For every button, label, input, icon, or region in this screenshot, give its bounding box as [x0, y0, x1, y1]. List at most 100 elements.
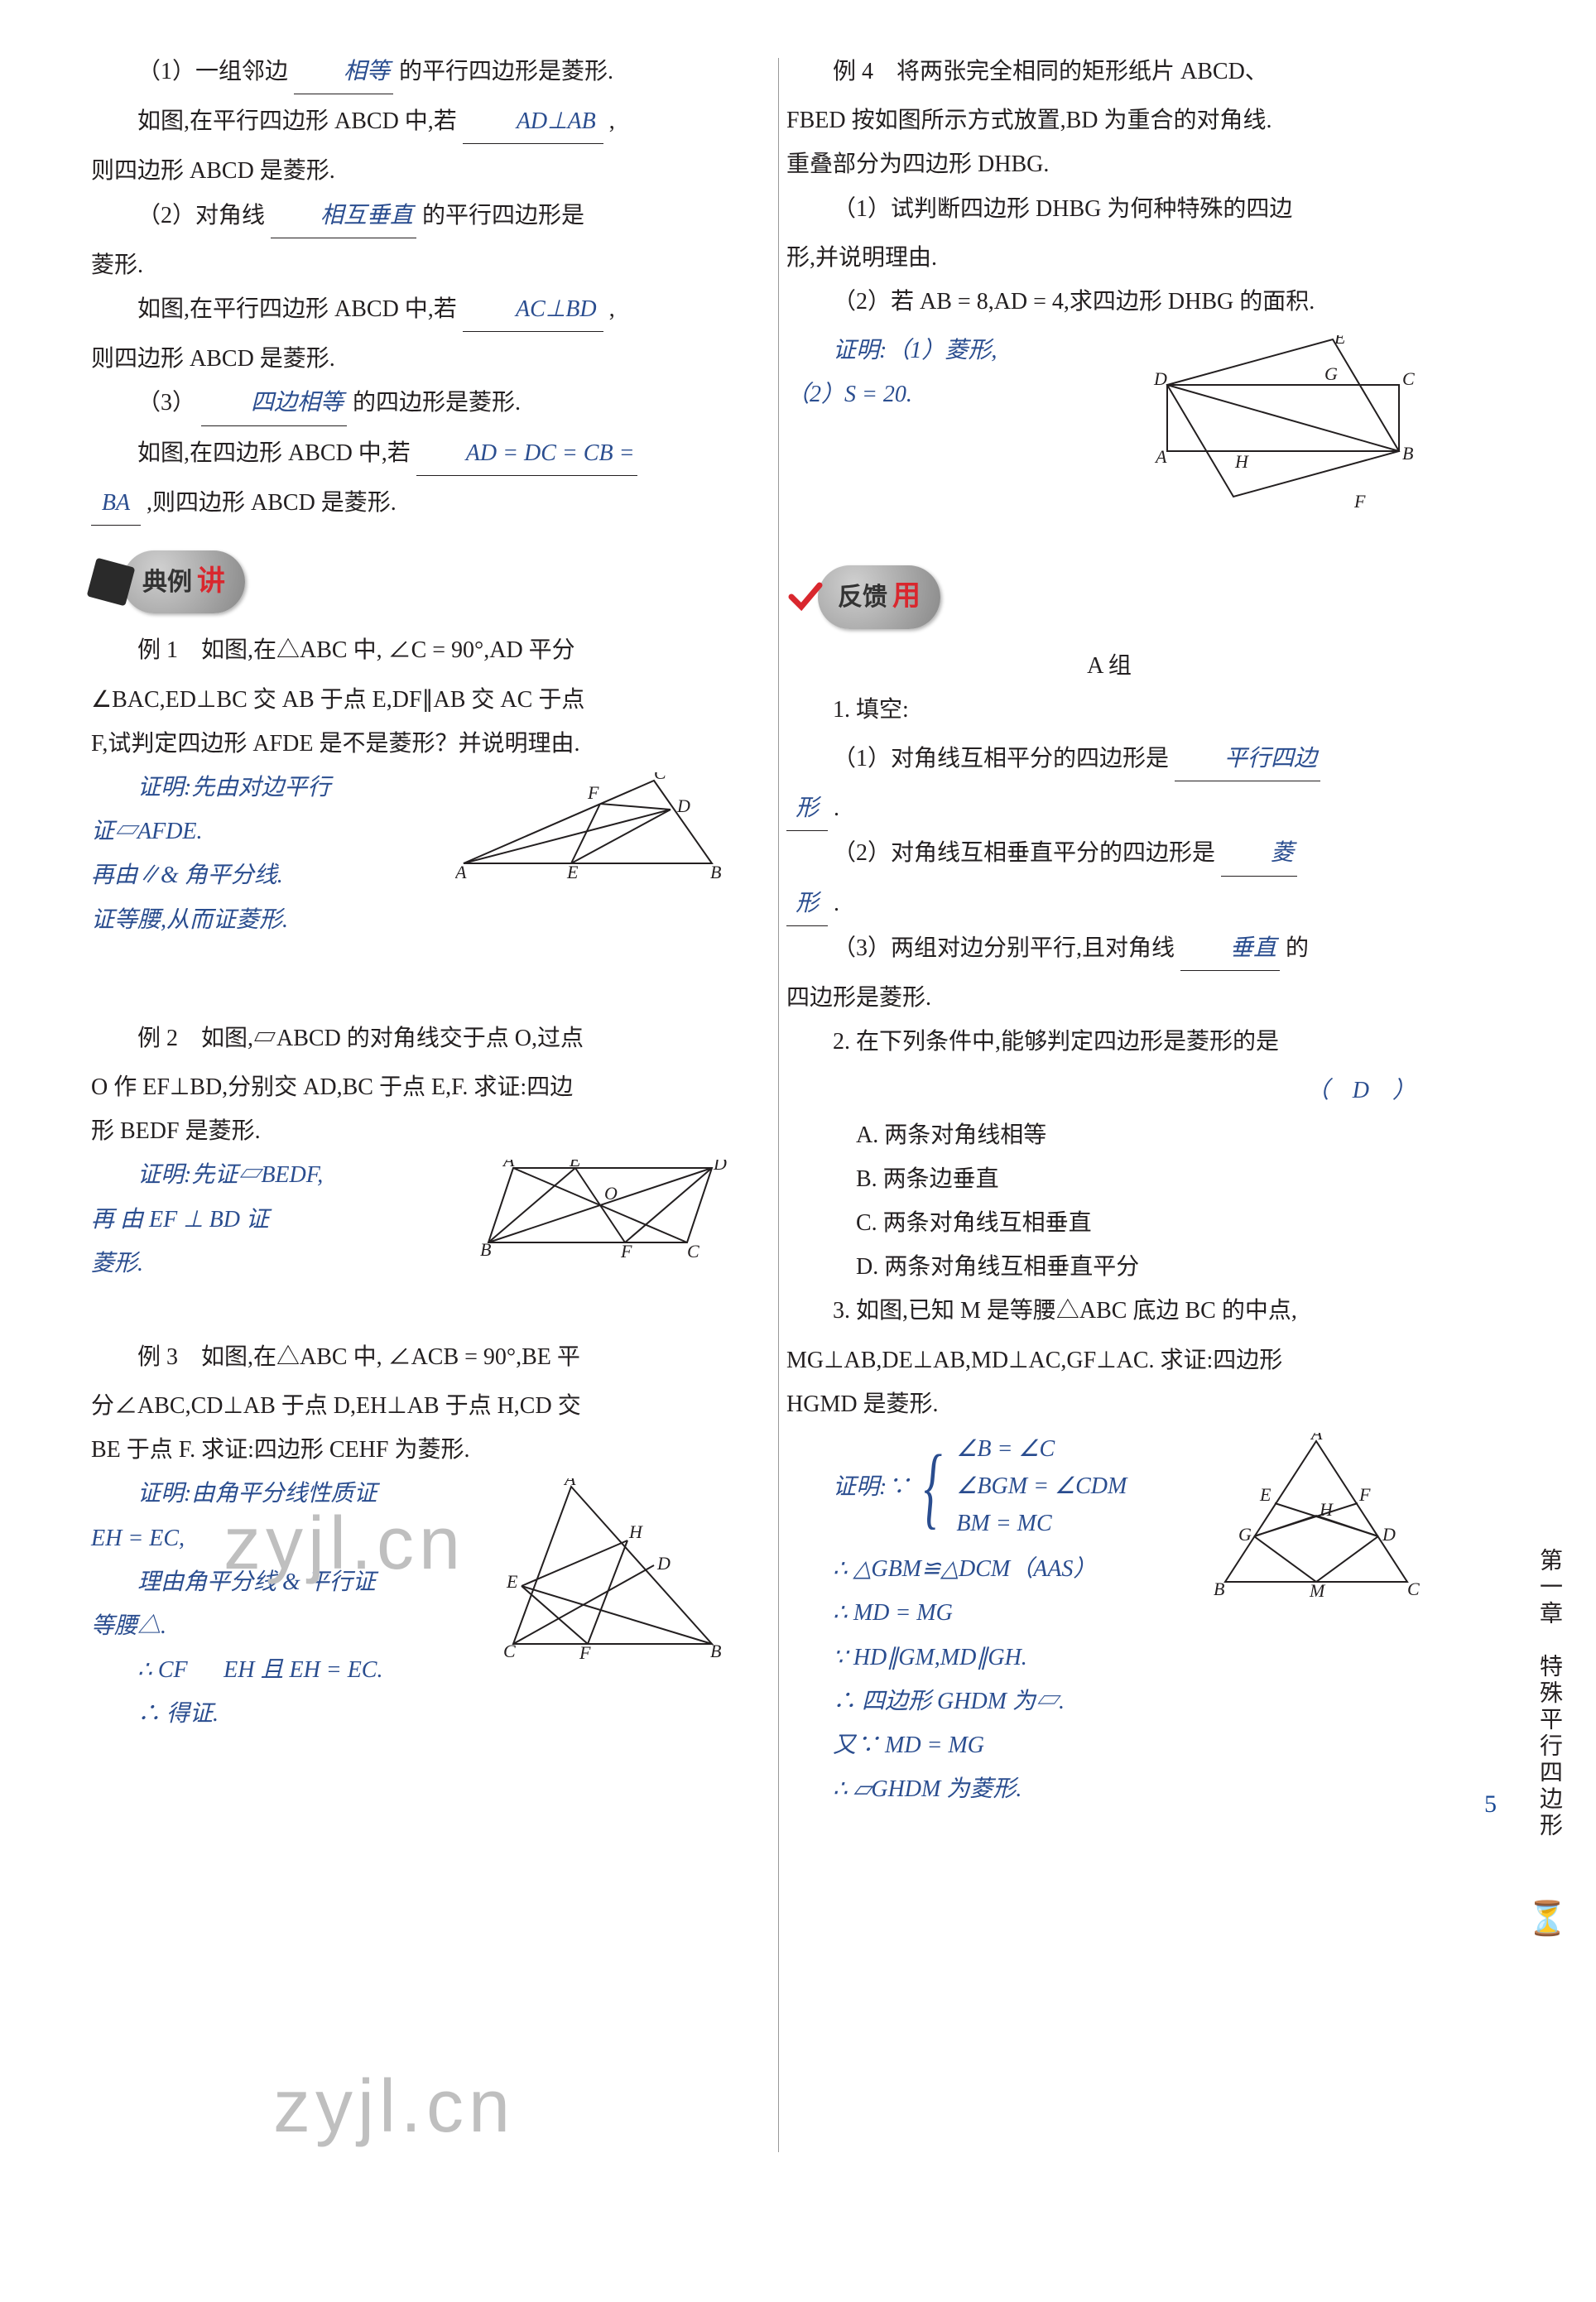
pf: 证明:（1）菱形,	[786, 329, 1142, 372]
ex2-line3: 形 BEDF 是菱形.	[91, 1109, 737, 1153]
svg-text:A: A	[502, 1160, 515, 1170]
svg-text:D: D	[676, 795, 690, 816]
text: .	[834, 891, 839, 916]
pf: 再由∥& 角平分线.	[91, 853, 447, 897]
l-p1: （1）一组邻边 相等 的平行四边形是菱形.	[91, 50, 737, 94]
page-number: 5	[1484, 1781, 1497, 1828]
ex1-figure: AEB CDF	[455, 772, 737, 880]
ex1-proof-row: 证明:先由对边平行 证▱AFDE. 再由∥& 角平分线. 证等腰,从而证菱形. …	[91, 766, 737, 942]
q3-line2: MG⊥AB,DE⊥AB,MD⊥AC,GF⊥AC. 求证:四边形	[786, 1338, 1432, 1382]
left-column: （1）一组邻边 相等 的平行四边形是菱形. 如图,在平行四边形 ABCD 中,若…	[91, 50, 762, 1811]
pf: ∴ MD = MG	[833, 1591, 1200, 1635]
svg-text:C: C	[503, 1641, 516, 1660]
section-label: 典例	[142, 559, 192, 606]
svg-text:E: E	[506, 1571, 518, 1592]
q2-ans-text: （ D ）	[1306, 1078, 1416, 1103]
ex4-q1b: 形,并说明理由.	[786, 236, 1432, 280]
ex3-line2: 分∠ABC,CD⊥AB 于点 D,EH⊥AB 于点 H,CD 交	[91, 1384, 737, 1428]
pf: ∴ ▱GHDM 为菱形.	[833, 1767, 1200, 1811]
l-p4: （2）对角线 相互垂直 的平行四边形是	[91, 194, 737, 238]
text: 如图,在四边形 ABCD 中,若	[137, 440, 411, 466]
svg-text:H: H	[1319, 1499, 1334, 1520]
pf: 证明:先由对边平行	[91, 766, 447, 810]
svg-text:A: A	[1310, 1433, 1323, 1444]
ex4-proof-row: 证明:（1）菱形, （2）S = 20. ABCD EF GH	[786, 329, 1432, 516]
q2-opt-c: C. 两条对角线互相垂直	[786, 1201, 1432, 1245]
svg-text:E: E	[1259, 1484, 1272, 1505]
pf: 证▱AFDE.	[91, 810, 447, 853]
q1-1-blank2: 形	[786, 786, 828, 831]
watermark-2: zyjl.cn	[273, 2036, 515, 2178]
svg-text:O: O	[604, 1183, 618, 1204]
q2-answer: （ D ）	[786, 1069, 1432, 1113]
section-accent: 用	[892, 570, 921, 624]
q2: 2. 在下列条件中,能够判定四边形是菱形的是	[786, 1020, 1432, 1064]
svg-text:A: A	[1154, 446, 1167, 467]
ex2-proof-text: 证明:先证▱BEDF, 再 由 EF ⊥ BD 证 菱形.	[91, 1153, 472, 1286]
svg-text:D: D	[713, 1160, 727, 1174]
svg-text:G: G	[1324, 363, 1338, 384]
pf: 再 由 EF ⊥ BD 证	[91, 1198, 472, 1242]
hourglass-icon: ⏳	[1526, 1887, 1568, 1950]
svg-text:G: G	[1238, 1524, 1252, 1545]
ex2-proof-row: 证明:先证▱BEDF, 再 由 EF ⊥ BD 证 菱形. AED B	[91, 1153, 737, 1286]
q3-proof-row: 证明:∵ { ∠B = ∠C ∠BGM = ∠CDM BM = MC ∴ △GB…	[786, 1426, 1432, 1812]
b1: ∠B = ∠C	[956, 1431, 1127, 1468]
svg-text:H: H	[628, 1521, 643, 1542]
pf: EH = EC,	[91, 1516, 488, 1560]
blank-1: 相等	[294, 50, 393, 94]
pf: ∴ △GBM≌△DCM（AAS）	[833, 1547, 1200, 1591]
pf: ∵ HD∥GM,MD∥GH.	[833, 1636, 1200, 1680]
l-p8: （3） 四边相等 的四边形是菱形.	[91, 381, 737, 425]
pf: 证等腰,从而证菱形.	[91, 898, 447, 942]
blank-3: 相互垂直	[271, 194, 416, 238]
svg-text:F: F	[620, 1241, 632, 1259]
q2-opt-b: B. 两条边垂直	[786, 1157, 1432, 1201]
check-icon	[786, 579, 823, 615]
pf: （2）S = 20.	[786, 372, 1142, 416]
text: ,	[609, 296, 615, 322]
text: （2）对角线	[137, 203, 265, 228]
svg-text:F: F	[1353, 491, 1366, 509]
page: （1）一组邻边 相等 的平行四边形是菱形. 如图,在平行四边形 ABCD 中,若…	[0, 0, 1596, 1861]
text: ,则四边形 ABCD 是菱形.	[147, 490, 397, 516]
right-column: 例 4 将两张完全相同的矩形纸片 ABCD、 FBED 按如图所示方式放置,BD…	[762, 50, 1432, 1811]
q3-brace-block: 证明:∵ { ∠B = ∠C ∠BGM = ∠CDM BM = MC	[786, 1431, 1200, 1542]
text: .	[834, 795, 839, 821]
svg-text:A: A	[455, 862, 467, 880]
text: ,	[609, 108, 615, 134]
blank-6a: AD = DC = CB =	[416, 431, 638, 476]
svg-text:C: C	[1402, 368, 1415, 389]
l-p9: 如图,在四边形 ABCD 中,若 AD = DC = CB =	[91, 431, 737, 476]
ex4-q2: （2）若 AB = 8,AD = 4,求四边形 DHBG 的面积.	[786, 280, 1432, 324]
ex3-proof-text: 证明:由角平分线性质证 EH = EC, 理由角平分线 & 平行证 等腰△. ∴…	[91, 1472, 488, 1736]
svg-text:B: B	[1214, 1579, 1224, 1598]
svg-text:C: C	[687, 1241, 699, 1259]
svg-text:D: D	[1382, 1524, 1396, 1545]
q1: 1. 填空:	[786, 688, 1432, 732]
l-p5: 菱形.	[91, 243, 737, 287]
pf: 等腰△.	[91, 1604, 488, 1648]
ex1-proof-text: 证明:先由对边平行 证▱AFDE. 再由∥& 角平分线. 证等腰,从而证菱形.	[91, 766, 447, 942]
text: 如图,在平行四边形 ABCD 中,若	[137, 108, 457, 134]
section-examples-header: 典例 讲	[91, 550, 737, 614]
section-oval: 典例 讲	[123, 550, 245, 614]
text: （3）两组对边分别平行,且对角线	[833, 935, 1175, 961]
svg-text:H: H	[1234, 451, 1249, 472]
svg-text:E: E	[566, 862, 579, 880]
section-oval: 反馈 用	[818, 565, 940, 629]
blank-5: 四边相等	[201, 381, 347, 425]
l-p2: 如图,在平行四边形 ABCD 中,若 AD⊥AB ,	[91, 99, 737, 144]
group-a-heading: A 组	[786, 644, 1432, 688]
l-p3: 则四边形 ABCD 是菱形.	[91, 149, 737, 193]
ex4-q1a: （1）试判断四边形 DHBG 为何种特殊的四边	[786, 187, 1432, 231]
ex3-proof-row: 证明:由角平分线性质证 EH = EC, 理由角平分线 & 平行证 等腰△. ∴…	[91, 1472, 737, 1736]
q1-2-blank: 菱	[1221, 831, 1297, 876]
ex2-line1: 例 2 如图,▱ABCD 的对角线交于点 O,过点	[91, 1016, 737, 1060]
svg-text:F: F	[579, 1642, 591, 1660]
ex3-line1: 例 3 如图,在△ABC 中, ∠ACB = 90°,BE 平	[91, 1335, 737, 1379]
svg-text:F: F	[587, 782, 599, 803]
blank-4: AC⊥BD	[463, 287, 603, 332]
ex1-line1: 例 1 如图,在△ABC 中, ∠C = 90°,AD 平分	[91, 628, 737, 672]
svg-text:E: E	[569, 1160, 581, 1170]
